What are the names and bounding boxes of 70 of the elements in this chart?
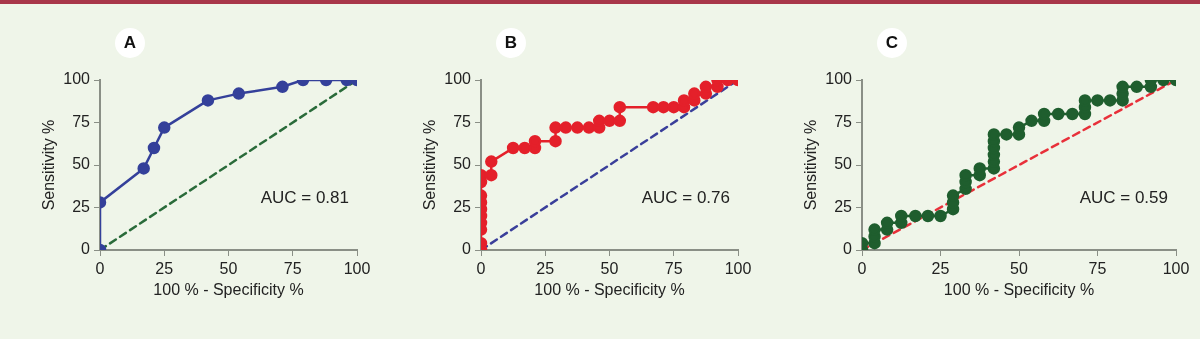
x-tick-label: 25 <box>931 260 950 278</box>
x-axis-title: 100 % - Specificity % <box>943 280 1095 298</box>
point <box>1066 107 1079 121</box>
point <box>603 114 616 128</box>
point <box>934 209 947 223</box>
y-tick-label: 0 <box>843 240 853 258</box>
y-tick-label: 0 <box>81 240 91 258</box>
x-tick-label: 75 <box>283 260 302 278</box>
annotation: AUC = 0.59 <box>1079 187 1168 207</box>
point <box>559 121 573 134</box>
x-tick-label: 75 <box>664 260 683 278</box>
x-tick-label: 0 <box>95 260 105 278</box>
point <box>1025 114 1038 128</box>
x-axis-title: 100 % - Specificity % <box>153 280 304 298</box>
point <box>506 141 520 155</box>
point <box>646 100 660 114</box>
point <box>909 209 922 223</box>
point <box>158 121 171 134</box>
y-tick-label: 100 <box>63 70 91 88</box>
point <box>613 100 627 114</box>
x-tick-label: 100 <box>724 260 752 278</box>
y-tick-label: 25 <box>72 197 91 215</box>
x-tick-label: 25 <box>536 260 555 278</box>
point <box>485 168 498 182</box>
point <box>147 141 161 155</box>
y-tick-label: 50 <box>834 155 853 173</box>
point <box>518 141 531 155</box>
x-tick-label: 25 <box>155 260 174 278</box>
point <box>137 162 150 175</box>
y-tick-label: 50 <box>72 155 91 173</box>
y-tick-label: 50 <box>453 155 472 173</box>
point <box>549 134 562 148</box>
x-tick-label: 100 <box>1162 260 1190 278</box>
y-axis-title: Sensitivity % <box>40 119 58 211</box>
point <box>582 121 596 134</box>
chart-title: B <box>496 28 526 58</box>
y-tick-label: 75 <box>834 112 853 130</box>
annotation: AUC = 0.81 <box>260 187 349 207</box>
point <box>571 121 584 134</box>
point <box>613 114 627 128</box>
point <box>1130 80 1143 94</box>
point <box>667 100 680 114</box>
x-tick-label: 50 <box>600 260 619 278</box>
y-tick-label: 25 <box>834 197 853 215</box>
x-tick-label: 50 <box>219 260 238 278</box>
x-tick-label: 100 <box>343 260 371 278</box>
point <box>485 155 498 168</box>
y-tick-label: 100 <box>825 70 853 88</box>
point <box>1103 94 1117 107</box>
y-axis-title: Sensitivity % <box>802 119 820 211</box>
y-axis-title: Sensitivity % <box>421 119 439 211</box>
x-tick-label: 50 <box>1010 260 1028 278</box>
y-tick-label: 25 <box>453 197 472 215</box>
y-tick-label: 100 <box>444 70 472 88</box>
x-axis-title: 100 % - Specificity % <box>534 280 685 298</box>
x-tick-label: 75 <box>1088 260 1107 278</box>
point <box>1000 128 1013 141</box>
x-tick-label: 0 <box>857 260 867 278</box>
point <box>921 209 935 223</box>
point <box>657 100 670 114</box>
chart-title: C <box>877 28 907 58</box>
annotation: AUC = 0.76 <box>641 187 730 207</box>
chart-title: A <box>115 28 145 58</box>
y-tick-label: 0 <box>462 240 472 258</box>
y-tick-label: 75 <box>453 112 472 130</box>
y-tick-label: 75 <box>72 112 91 130</box>
point <box>1052 107 1065 121</box>
point <box>549 121 562 134</box>
x-tick-label: 0 <box>476 260 486 278</box>
point <box>1091 94 1104 107</box>
